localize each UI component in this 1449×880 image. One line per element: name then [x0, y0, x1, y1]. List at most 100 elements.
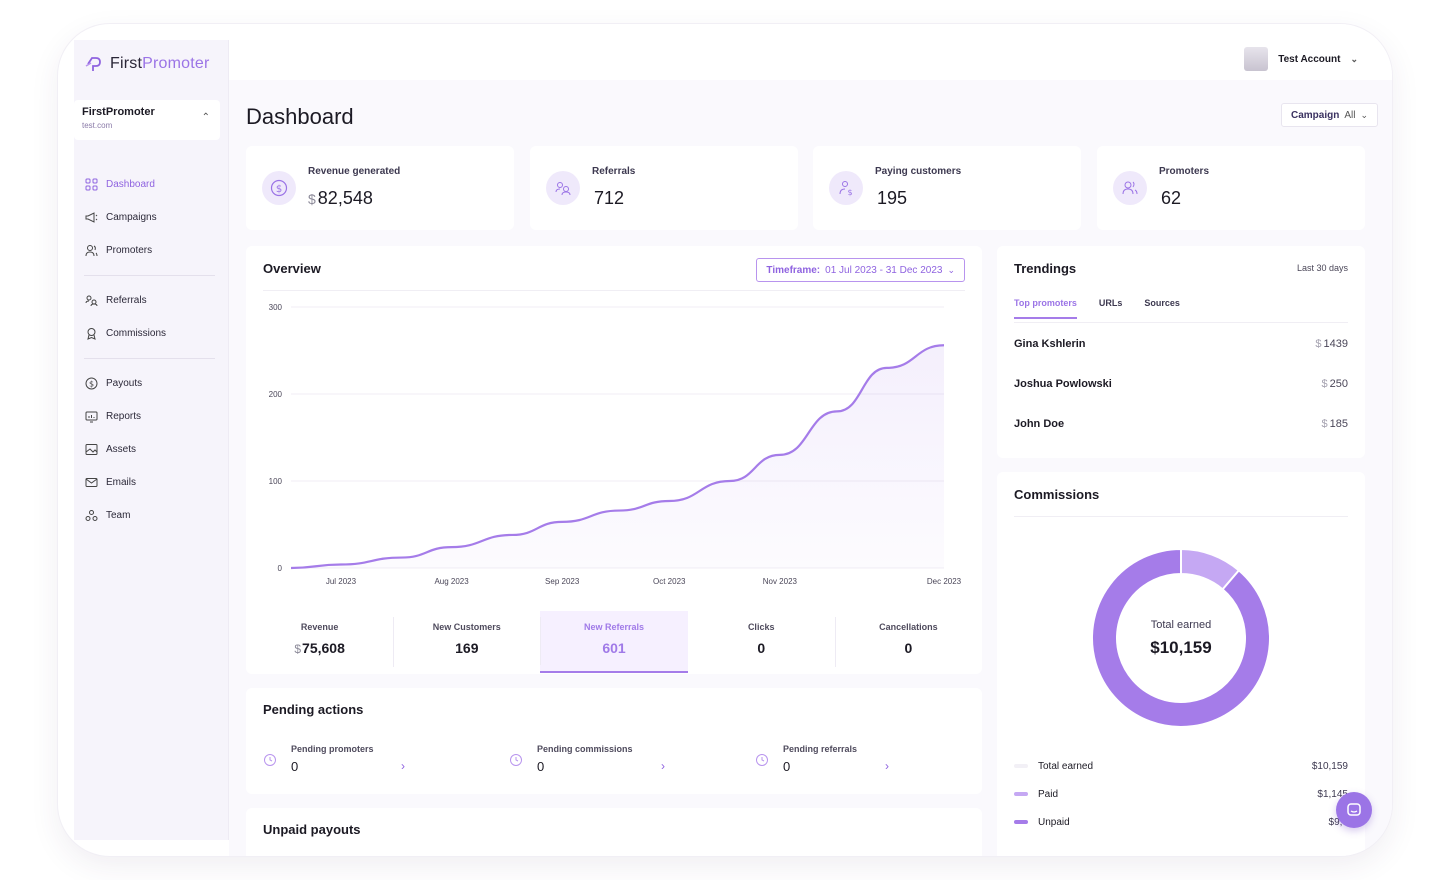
legend-label: Paid — [1038, 788, 1059, 800]
sidebar-item-promoters[interactable]: Promoters — [74, 234, 229, 267]
y-tick-label: 200 — [269, 390, 283, 399]
metric-label: Clicks — [747, 622, 775, 632]
award-icon — [84, 327, 98, 341]
metric-new-referrals[interactable]: New Referrals 601 — [540, 611, 688, 673]
clock-icon — [510, 754, 522, 766]
metric-cancellations[interactable]: Cancellations 0 — [834, 611, 982, 673]
pending-commissions[interactable]: Pending commissions 0 › — [509, 744, 665, 774]
metric-clicks[interactable]: Clicks 0 — [688, 611, 835, 673]
metric-revenue[interactable]: Revenue $75,608 — [246, 611, 393, 673]
brand-logo[interactable]: FirstPromoter — [84, 54, 210, 74]
pending-label: Pending promoters — [291, 744, 374, 754]
series-area — [291, 345, 944, 568]
promoter-name: Gina Kshlerin — [1014, 338, 1086, 350]
tab-top-promoters[interactable]: Top promoters — [1014, 298, 1077, 319]
sidebar-item-label: Referrals — [106, 295, 147, 306]
sidebar-item-commissions[interactable]: Commissions — [74, 317, 229, 350]
legend-unpaid: Unpaid $9,0 — [1014, 812, 1348, 832]
pending-referrals[interactable]: Pending referrals 0 › — [755, 744, 889, 774]
promoter-name: Joshua Powlowski — [1014, 378, 1112, 390]
stat-label: Paying customers — [875, 166, 962, 177]
nav-divider — [84, 275, 215, 276]
promoter-name: John Doe — [1014, 418, 1065, 430]
timeframe-label: Timeframe: — [766, 264, 821, 276]
pending-promoters[interactable]: Pending promoters 0 › — [263, 744, 405, 774]
account-name: Test Account — [1278, 53, 1341, 65]
timeframe-picker[interactable]: Timeframe: 01 Jul 2023 - 31 Dec 2023 ⌄ — [756, 258, 965, 282]
org-name: FirstPromoter — [82, 106, 155, 118]
sidebar-item-label: Team — [106, 510, 131, 521]
metric-value: 601 — [602, 640, 626, 656]
divider — [1014, 322, 1348, 323]
overview-card: Overview Timeframe: 01 Jul 2023 - 31 Dec… — [246, 246, 982, 674]
clock-icon — [756, 754, 768, 766]
sidebar-item-assets[interactable]: Assets — [74, 433, 229, 466]
account-menu[interactable]: Test Account ⌄ — [1244, 47, 1358, 71]
list-item[interactable]: Gina Kshlerin $1439 — [1014, 324, 1348, 364]
pending-value: 0 — [291, 759, 299, 774]
campaign-filter-label: Campaign — [1290, 109, 1340, 121]
sidebar-item-team[interactable]: Team — [74, 499, 229, 532]
chevron-updown-icon: ⌃ — [201, 112, 210, 123]
report-icon — [84, 410, 98, 424]
legend-value: $9,0 — [1328, 816, 1348, 828]
clock-icon — [264, 754, 276, 766]
stat-label: Referrals — [592, 166, 636, 177]
users-icon — [84, 244, 98, 258]
campaign-filter-value: All — [1344, 109, 1356, 121]
organization-switcher[interactable]: FirstPromoter test.com ⌃ — [74, 100, 220, 140]
series-line — [290, 344, 945, 570]
y-tick-label: 100 — [269, 477, 283, 486]
sidebar-nav: Dashboard Campaigns Promoters Referrals … — [74, 168, 229, 532]
sidebar-item-reports[interactable]: Reports — [74, 400, 229, 433]
legend-swatch — [1014, 820, 1028, 824]
metrics-bar: Revenue $75,608 New Customers 169 New Re… — [246, 611, 982, 673]
sidebar-item-emails[interactable]: Emails — [74, 466, 229, 499]
campaign-filter[interactable]: Campaign All ⌄ — [1280, 103, 1378, 127]
trendings-card: Trendings Last 30 days Top promoters URL… — [997, 246, 1365, 458]
x-tick-label: Aug 2023 — [434, 577, 469, 586]
legend-paid: Paid $1,145 — [1014, 784, 1348, 804]
megaphone-icon — [84, 211, 98, 225]
grid-icon — [84, 178, 98, 192]
paying-customer-icon: $ — [829, 171, 863, 205]
dollar-circle-icon: $ — [84, 377, 98, 391]
donut-slice-unpaid — [1091, 547, 1271, 728]
pending-label: Pending referrals — [783, 744, 858, 754]
promoter-amount: $1439 — [1315, 338, 1348, 350]
sidebar-item-dashboard[interactable]: Dashboard — [74, 168, 229, 201]
list-item[interactable]: Joshua Powlowski $250 — [1014, 364, 1348, 404]
chat-icon — [1347, 803, 1361, 816]
referrals-icon — [546, 171, 580, 205]
dollar-icon: $ — [262, 171, 296, 205]
main-content: Test Account ⌄ Dashboard Campaign All ⌄ … — [229, 24, 1392, 856]
sidebar-item-label: Reports — [106, 411, 142, 422]
sidebar-item-referrals[interactable]: Referrals — [74, 284, 229, 317]
mail-icon — [84, 476, 98, 490]
stat-value: 195 — [877, 188, 908, 208]
svg-text:$: $ — [88, 380, 93, 389]
legend-swatch — [1014, 764, 1028, 768]
team-icon — [84, 509, 98, 523]
list-item[interactable]: John Doe $185 — [1014, 404, 1348, 444]
metric-new-customers[interactable]: New Customers 169 — [393, 611, 540, 673]
x-tick-label: Dec 2023 — [927, 577, 962, 586]
metric-label: New Referrals — [583, 622, 645, 632]
chat-launcher-button[interactable] — [1336, 792, 1372, 828]
trendings-title: Trendings — [1014, 261, 1077, 276]
legend-value: $10,159 — [1311, 760, 1348, 772]
x-tick-label: Sep 2023 — [545, 577, 580, 586]
x-tick-label: Jul 2023 — [326, 577, 357, 586]
chevron-right-icon: › — [661, 759, 665, 773]
pending-actions-card: Pending actions Pending promoters 0 › Pe… — [246, 688, 982, 794]
top-bar: Test Account ⌄ — [229, 24, 1392, 80]
sidebar-item-payouts[interactable]: $ Payouts — [74, 367, 229, 400]
legend-swatch — [1014, 792, 1028, 796]
tab-urls[interactable]: URLs — [1098, 298, 1123, 308]
sidebar-item-campaigns[interactable]: Campaigns — [74, 201, 229, 234]
tab-sources[interactable]: Sources — [1144, 298, 1180, 308]
metric-value: $75,608 — [294, 640, 345, 656]
metric-value: 169 — [455, 640, 479, 656]
stat-card-revenue: $ Revenue generated $82,548 — [246, 146, 514, 230]
sidebar: FirstPromoter FirstPromoter test.com ⌃ D… — [74, 40, 229, 840]
